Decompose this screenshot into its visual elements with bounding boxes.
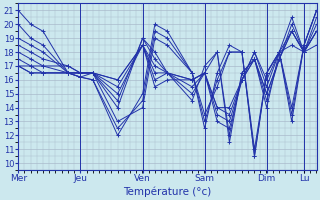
X-axis label: Température (°c): Température (°c)	[123, 186, 212, 197]
